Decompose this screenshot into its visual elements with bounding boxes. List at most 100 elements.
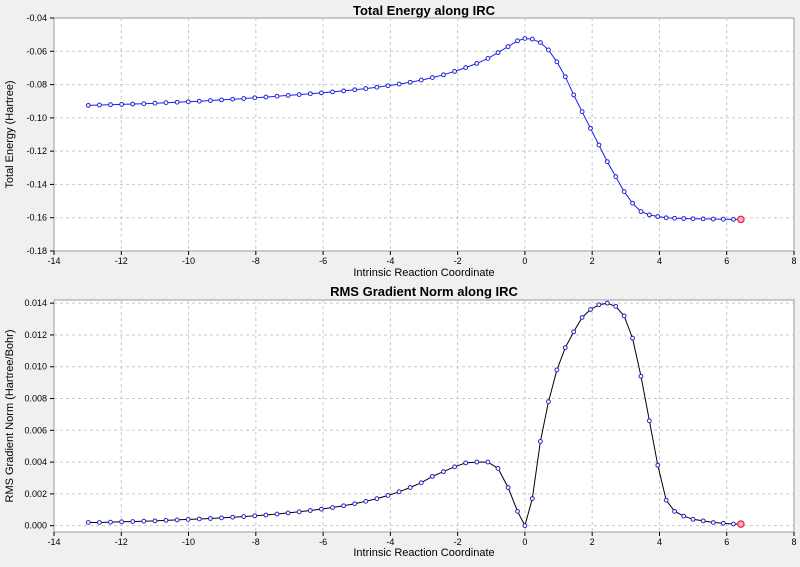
data-point: [690, 516, 696, 522]
data-point: [97, 520, 102, 525]
y-tick-label: -0.06: [26, 46, 47, 56]
data-point: [152, 100, 158, 106]
x-axis-label: Intrinsic Reaction Coordinate: [353, 547, 494, 559]
data-point: [97, 102, 102, 108]
data-point: [141, 518, 147, 524]
data-point: [630, 200, 635, 206]
x-tick-label: 4: [657, 256, 662, 266]
data-point: [119, 519, 125, 525]
x-tick-label: -10: [182, 256, 195, 266]
data-point: [690, 216, 696, 222]
data-point: [363, 86, 369, 91]
data-point: [208, 516, 213, 521]
data-point: [252, 513, 258, 519]
data-point: [441, 469, 446, 475]
data-point: [163, 518, 169, 523]
y-tick-label: -0.04: [26, 13, 47, 23]
x-tick-label: 8: [791, 256, 796, 266]
y-tick-label: -0.18: [26, 246, 47, 256]
y-tick-label: 0.004: [24, 457, 47, 467]
data-point: [515, 508, 520, 514]
chart-0: Total Energy along IRC Intrinsic Reaction…: [4, 3, 797, 279]
data-point: [141, 101, 147, 107]
data-point: [681, 513, 687, 519]
data-point: [571, 329, 577, 335]
data-point: [385, 493, 391, 498]
data-point: [196, 516, 202, 522]
data-point: [720, 520, 726, 526]
x-tick-label: -8: [252, 537, 260, 547]
data-point: [219, 97, 224, 103]
x-tick-label: 0: [522, 537, 527, 547]
data-point: [710, 520, 716, 525]
data-point: [613, 174, 619, 180]
data-point: [485, 56, 491, 61]
data-point: [130, 101, 136, 107]
data-point: [588, 307, 593, 312]
data-point: [505, 44, 511, 50]
data-point: [562, 345, 568, 351]
data-point: [407, 485, 413, 490]
data-point: [529, 36, 535, 42]
data-point: [330, 505, 335, 510]
data-point: [230, 514, 236, 520]
data-point: [307, 508, 313, 513]
data-point: [571, 92, 577, 98]
data-point: [418, 480, 424, 486]
data-point: [274, 511, 280, 517]
data-point: [663, 497, 669, 503]
x-tick-label: -6: [319, 256, 327, 266]
data-point: [241, 514, 247, 519]
data-point: [554, 367, 560, 373]
data-point: [396, 489, 402, 495]
data-point: [588, 125, 593, 131]
y-tick-label: -0.10: [26, 113, 47, 123]
data-point: [554, 59, 560, 65]
data-point: [537, 439, 543, 444]
data-point: [196, 98, 202, 104]
data-point: [646, 212, 652, 218]
x-axis-label: Intrinsic Reaction Coordinate: [353, 267, 494, 279]
y-tick-label: 0.006: [24, 425, 47, 435]
data-point: [108, 102, 113, 108]
data-point: [285, 92, 291, 98]
data-point: [152, 518, 158, 524]
data-point: [319, 506, 324, 512]
plot-area: [53, 17, 795, 252]
data-point: [307, 91, 313, 97]
x-tick-label: -2: [454, 256, 462, 266]
data-point: [85, 520, 91, 525]
data-point: [522, 523, 528, 529]
y-tick-label: 0.014: [24, 298, 47, 308]
data-point: [655, 214, 661, 219]
data-point: [700, 518, 706, 524]
x-tick-label: -4: [386, 537, 394, 547]
data-point: [385, 83, 391, 89]
data-point: [219, 515, 224, 521]
data-point: [638, 373, 644, 379]
data-point: [108, 519, 113, 525]
y-axis-label: Total Energy (Hartree): [4, 80, 16, 188]
chart-title: Total Energy along IRC: [353, 3, 496, 18]
plot-area: [53, 299, 795, 533]
y-tick-label: -0.12: [26, 146, 47, 156]
x-tick-label: -6: [319, 537, 327, 547]
current-point-marker: [737, 215, 745, 224]
data-point: [474, 61, 480, 66]
data-point: [85, 102, 91, 108]
data-point: [546, 47, 551, 53]
data-point: [163, 100, 169, 106]
data-point: [130, 519, 136, 524]
data-point: [319, 90, 324, 96]
data-point: [296, 509, 302, 515]
data-point: [672, 215, 677, 221]
data-point: [485, 459, 491, 465]
x-tick-label: -4: [386, 256, 394, 266]
data-point: [596, 142, 602, 148]
data-point: [579, 315, 585, 320]
data-point: [630, 335, 635, 341]
chart-1: RMS Gradient Norm along IRC Intrinsic Rea…: [4, 284, 797, 559]
x-tick-label: -12: [115, 256, 128, 266]
data-point: [638, 209, 644, 214]
